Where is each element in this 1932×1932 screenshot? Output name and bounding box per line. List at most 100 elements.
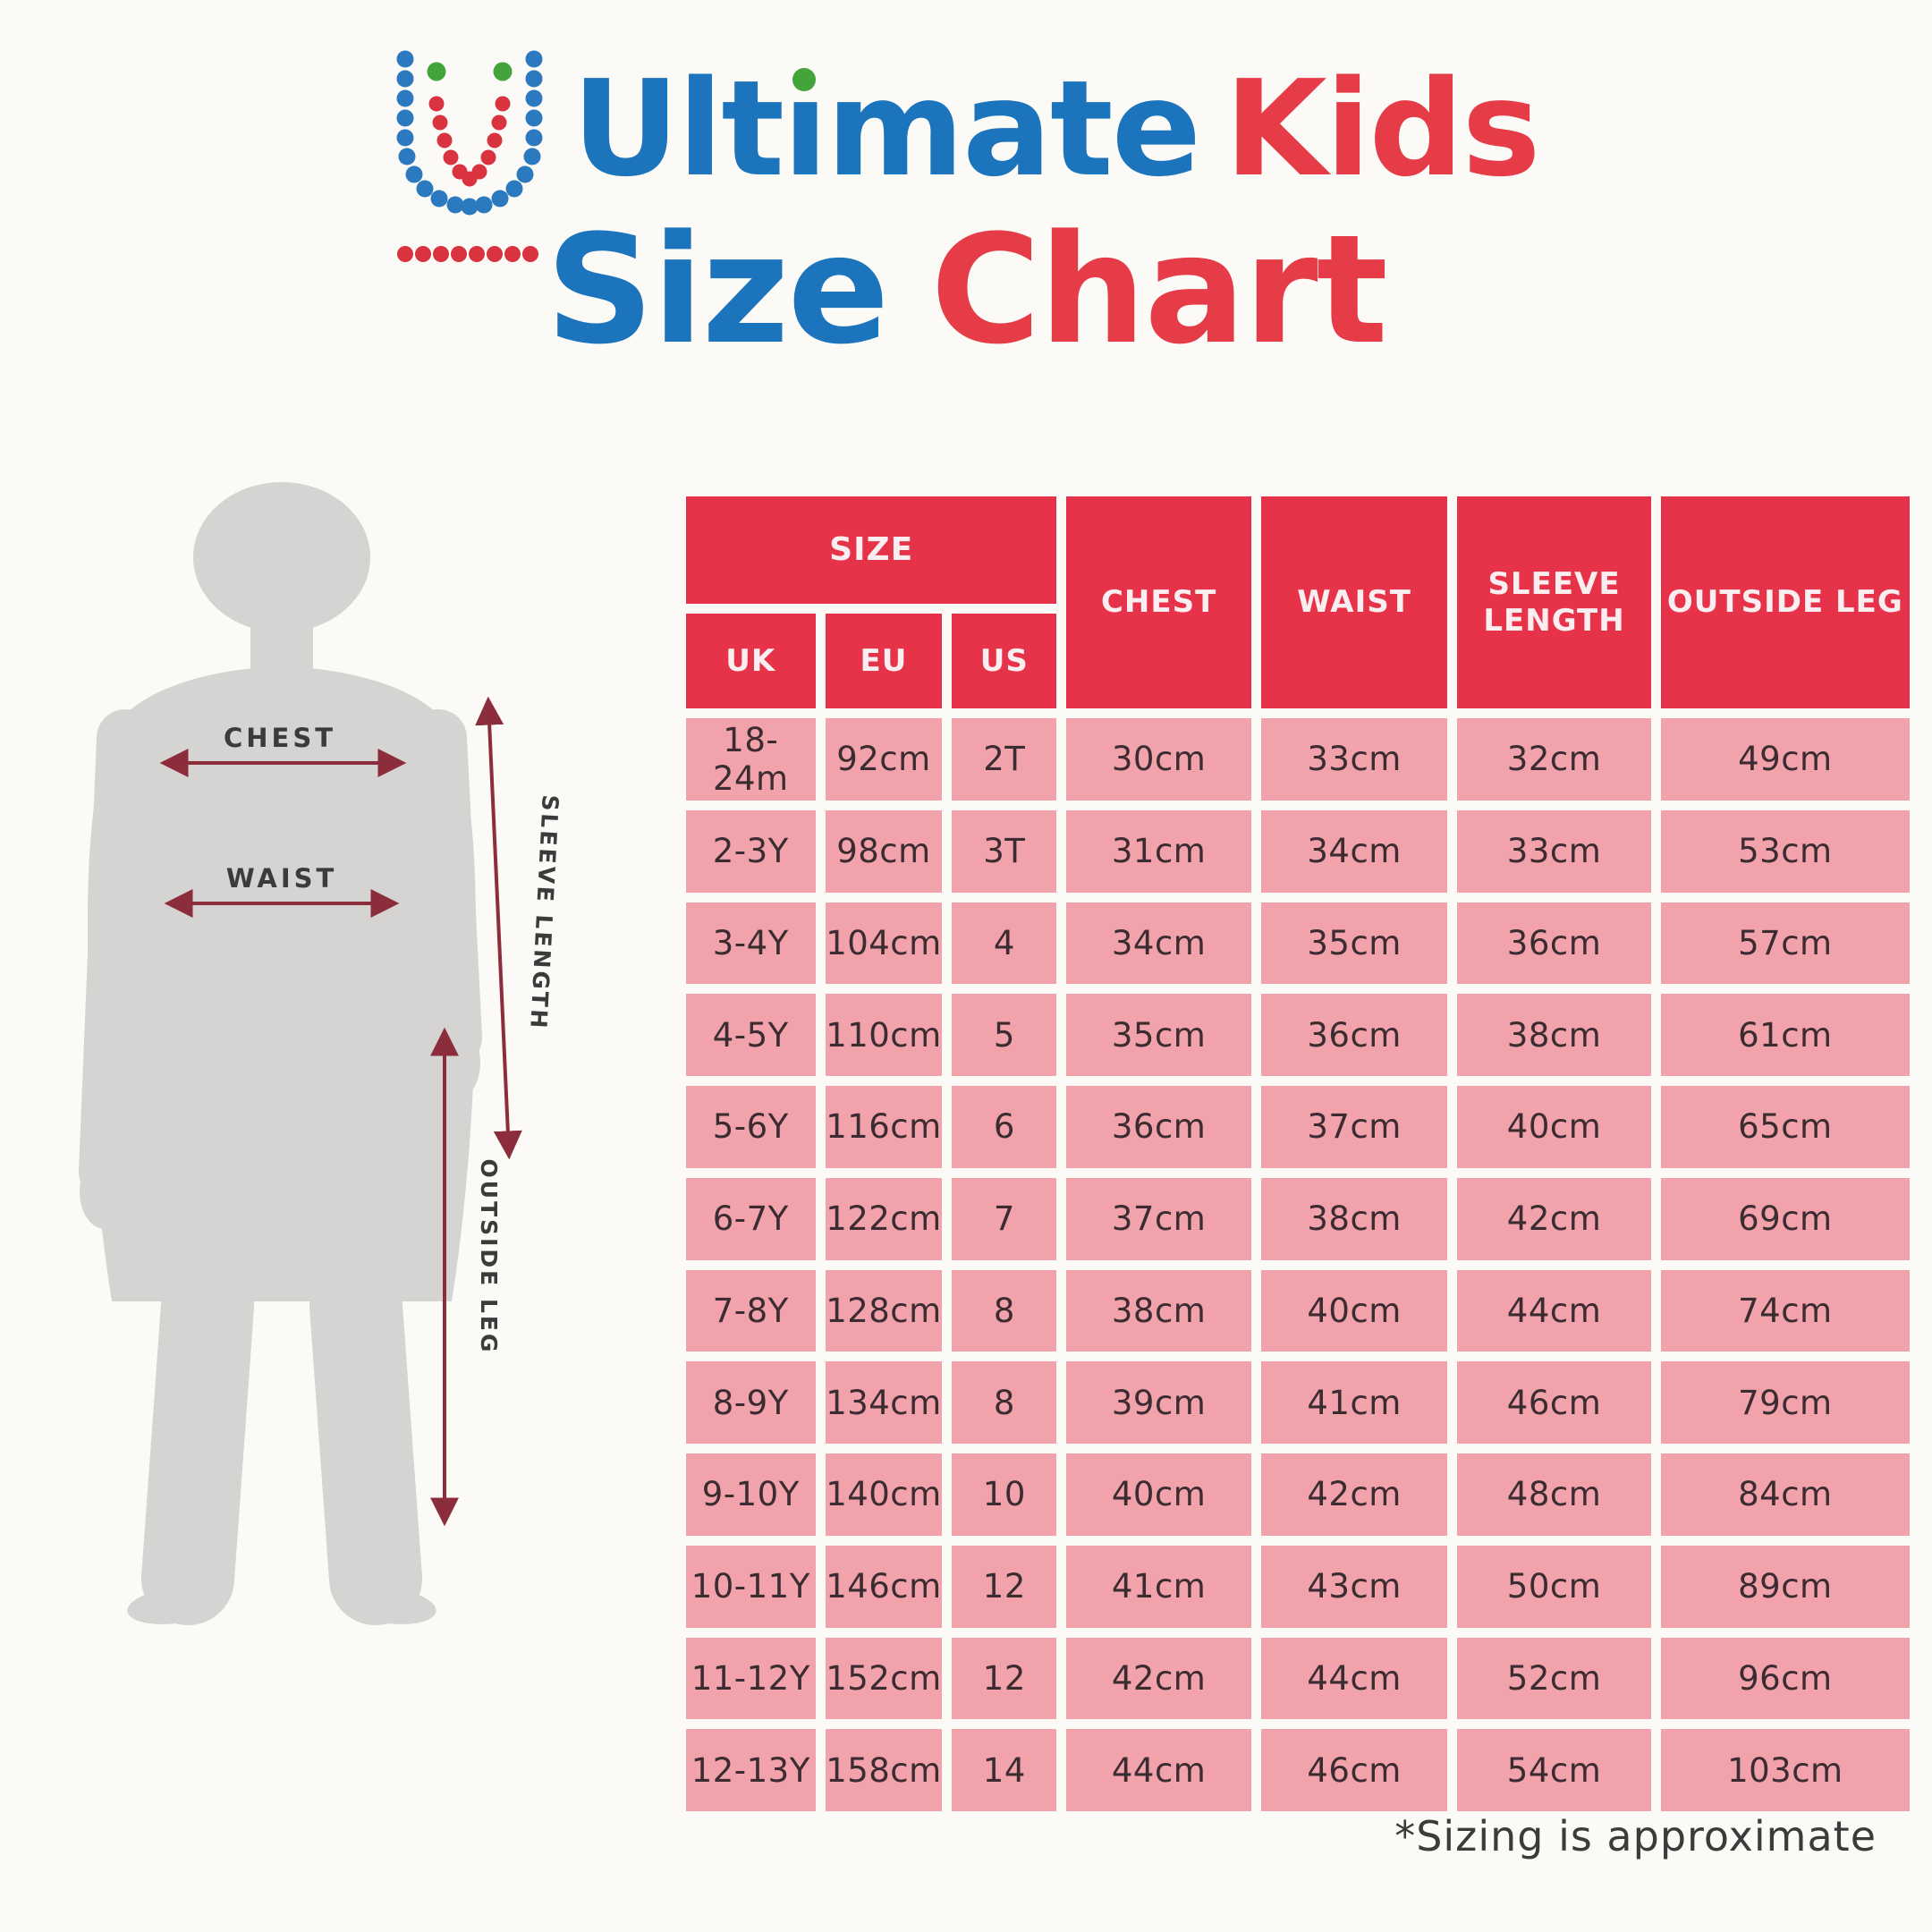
waist-label: WAIST — [226, 863, 338, 894]
table-cell-waist: 44cm — [1260, 1637, 1448, 1720]
table-cell-outside_leg: 74cm — [1660, 1269, 1910, 1352]
table-cell-chest: 36cm — [1066, 1086, 1251, 1168]
table-cell-sleeve_length: 38cm — [1457, 994, 1651, 1076]
table-cell-sleeve_length: 46cm — [1457, 1361, 1651, 1444]
table-cell-outside_leg: 103cm — [1660, 1729, 1910, 1811]
table-cell-eu: 158cm — [825, 1729, 943, 1811]
table-cell-sleeve_length: 50cm — [1457, 1545, 1651, 1628]
outside-leg-label: OUTSIDE LEG — [476, 1159, 502, 1355]
table-cell-eu: 104cm — [825, 902, 943, 985]
table-cell-chest: 39cm — [1066, 1361, 1251, 1444]
header-waist: WAIST — [1260, 496, 1448, 708]
table-cell-outside_leg: 61cm — [1660, 994, 1910, 1076]
table-cell-outside_leg: 84cm — [1660, 1453, 1910, 1536]
table-cell-sleeve_length: 40cm — [1457, 1086, 1651, 1168]
dotted-u-logo-icon — [396, 50, 543, 262]
table-cell-outside_leg: 69cm — [1660, 1177, 1910, 1260]
table-cell-eu: 116cm — [825, 1086, 943, 1168]
table-cell-uk: 10-11Y — [686, 1545, 816, 1628]
table-cell-us: 2T — [952, 718, 1057, 801]
table-cell-uk: 9-10Y — [686, 1453, 816, 1536]
sizing-footnote: *Sizing is approximate — [1394, 1812, 1877, 1860]
table-cell-outside_leg: 79cm — [1660, 1361, 1910, 1444]
table-cell-waist: 38cm — [1260, 1177, 1448, 1260]
table-cell-sleeve_length: 54cm — [1457, 1729, 1651, 1811]
table-cell-chest: 38cm — [1066, 1269, 1251, 1352]
table-cell-outside_leg: 96cm — [1660, 1637, 1910, 1720]
header-uk: UK — [686, 614, 816, 708]
sleeve-length-label: SLEEVE LENGTH — [525, 794, 564, 1031]
table-cell-outside_leg: 65cm — [1660, 1086, 1910, 1168]
table-cell-eu: 146cm — [825, 1545, 943, 1628]
table-cell-us: 10 — [952, 1453, 1057, 1536]
table-cell-waist: 43cm — [1260, 1545, 1448, 1628]
table-cell-eu: 122cm — [825, 1177, 943, 1260]
size-table: SIZE UK EU US CHEST WAIST SLEEVE LENGTH … — [686, 496, 1910, 1811]
measurement-figure: CHEST WAIST SLEEVE LENGTH OUTSIDE LEG — [54, 465, 608, 1664]
brand-name-ultimate: Ultı mate — [572, 52, 1201, 206]
table-cell-waist: 36cm — [1260, 994, 1448, 1076]
table-cell-sleeve_length: 44cm — [1457, 1269, 1651, 1352]
table-cell-chest: 30cm — [1066, 718, 1251, 801]
table-cell-sleeve_length: 42cm — [1457, 1177, 1651, 1260]
table-cell-us: 8 — [952, 1269, 1057, 1352]
table-cell-us: 4 — [952, 902, 1057, 985]
table-cell-sleeve_length: 36cm — [1457, 902, 1651, 985]
table-cell-us: 6 — [952, 1086, 1057, 1168]
table-cell-chest: 35cm — [1066, 994, 1251, 1076]
table-cell-outside_leg: 57cm — [1660, 902, 1910, 985]
table-cell-us: 14 — [952, 1729, 1057, 1811]
table-cell-waist: 42cm — [1260, 1453, 1448, 1536]
table-cell-us: 12 — [952, 1545, 1057, 1628]
title-word-chart: Chart — [930, 202, 1387, 377]
table-cell-us: 8 — [952, 1361, 1057, 1444]
table-cell-uk: 12-13Y — [686, 1729, 816, 1811]
table-cell-chest: 42cm — [1066, 1637, 1251, 1720]
header-eu: EU — [825, 614, 943, 708]
table-cell-waist: 34cm — [1260, 809, 1448, 893]
table-cell-chest: 34cm — [1066, 902, 1251, 985]
table-cell-eu: 134cm — [825, 1361, 943, 1444]
child-silhouette — [79, 482, 482, 1625]
table-cell-outside_leg: 49cm — [1660, 718, 1910, 801]
table-cell-eu: 140cm — [825, 1453, 943, 1536]
title-word-size: Size — [546, 202, 889, 377]
child-silhouette-diagram: CHEST WAIST SLEEVE LENGTH OUTSIDE LEG — [79, 482, 564, 1625]
header-us: US — [952, 614, 1057, 708]
table-cell-outside_leg: 89cm — [1660, 1545, 1910, 1628]
table-cell-eu: 110cm — [825, 994, 943, 1076]
brand-name-kids: Kids — [1224, 52, 1540, 206]
header-sleeve-length: SLEEVE LENGTH — [1457, 496, 1651, 708]
table-cell-outside_leg: 53cm — [1660, 809, 1910, 893]
table-cell-uk: 18-24m — [686, 718, 816, 801]
table-cell-chest: 44cm — [1066, 1729, 1251, 1811]
page-title: Size Chart — [0, 208, 1932, 373]
table-cell-us: 12 — [952, 1637, 1057, 1720]
table-cell-chest: 40cm — [1066, 1453, 1251, 1536]
table-cell-waist: 33cm — [1260, 718, 1448, 801]
table-cell-waist: 35cm — [1260, 902, 1448, 985]
table-cell-waist: 41cm — [1260, 1361, 1448, 1444]
green-i-dot — [792, 68, 817, 91]
header-outside-leg: OUTSIDE LEG — [1660, 496, 1910, 708]
table-cell-uk: 3-4Y — [686, 902, 816, 985]
header-size: SIZE — [686, 496, 1057, 604]
table-cell-uk: 11-12Y — [686, 1637, 816, 1720]
table-cell-waist: 46cm — [1260, 1729, 1448, 1811]
table-cell-uk: 2-3Y — [686, 809, 816, 893]
table-cell-us: 5 — [952, 994, 1057, 1076]
table-cell-chest: 37cm — [1066, 1177, 1251, 1260]
table-cell-uk: 8-9Y — [686, 1361, 816, 1444]
brand-logo: Ultı mate Kids — [0, 47, 1932, 272]
table-cell-uk: 7-8Y — [686, 1269, 816, 1352]
sleeve-length-arrow — [475, 696, 522, 1160]
table-cell-uk: 6-7Y — [686, 1177, 816, 1260]
table-cell-sleeve_length: 33cm — [1457, 809, 1651, 893]
table-cell-uk: 5-6Y — [686, 1086, 816, 1168]
table-cell-sleeve_length: 32cm — [1457, 718, 1651, 801]
table-cell-uk: 4-5Y — [686, 994, 816, 1076]
table-cell-eu: 128cm — [825, 1269, 943, 1352]
table-cell-us: 7 — [952, 1177, 1057, 1260]
table-cell-us: 3T — [952, 809, 1057, 893]
table-cell-sleeve_length: 52cm — [1457, 1637, 1651, 1720]
